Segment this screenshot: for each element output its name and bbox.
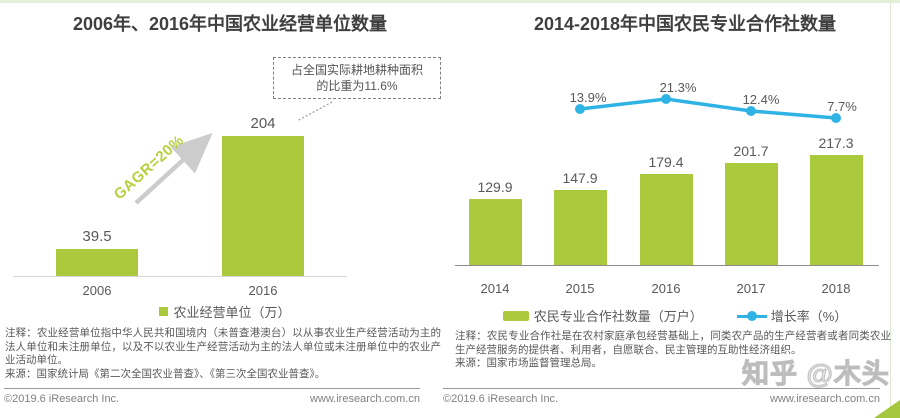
bar-value: 204	[250, 115, 276, 132]
top-border-accent	[0, 0, 900, 3]
right-note: 注释：农民专业合作社是在农村家庭承包经营基础上，同类农产品的生产经营者或者同类农…	[455, 330, 891, 371]
line-legend-dot	[746, 310, 757, 321]
right-footer: ©2019.6 iResearch Inc. www.iresearch.com…	[443, 393, 880, 405]
left-legend-label: 农业经营单位（万）	[173, 305, 291, 320]
x-tick-label: 2014	[480, 281, 510, 296]
bar-2016	[222, 136, 304, 276]
right-copyright: ©2019.6 iResearch Inc.	[443, 393, 559, 405]
bar-2015	[553, 190, 607, 265]
bar-legend-swatch	[502, 310, 529, 321]
bar-2017	[724, 163, 778, 265]
callout-line2: 的比重为11.6%	[316, 79, 398, 93]
x-tick-label: 2016	[651, 281, 681, 296]
right-site-url: www.iresearch.com.cn	[769, 393, 880, 405]
left-copyright: ©2019.6 iResearch Inc.	[4, 393, 120, 405]
callout-line1: 占全国实际耕地耕种面积	[290, 63, 423, 77]
growth-value: 13.9%	[569, 90, 607, 105]
right-legend-bar-label: 农民专业合作社数量（万户）	[533, 309, 703, 324]
left-footer-divider	[4, 388, 420, 389]
left-source-text: 来源：国家统计局《第二次全国农业普查》、《第三次全国农业普查》。	[5, 367, 326, 380]
bar-value: 39.5	[82, 228, 112, 245]
left-site-url: www.iresearch.com.cn	[309, 393, 420, 405]
corner-triangle	[874, 400, 900, 418]
line-legend-marker	[736, 310, 767, 321]
right-footer-divider	[443, 388, 880, 389]
left-bar-chart: 39.5 2006 204 2016	[13, 115, 347, 298]
bar-value: 217.3	[818, 135, 854, 151]
right-chart-panel: 2014-2018年中国农民专业合作社数量 129.9 2014 147.9 2015…	[443, 0, 900, 418]
x-axis	[13, 276, 347, 277]
left-chart-title: 2006年、2016年中国农业经营单位数量	[72, 14, 388, 34]
x-tick-label: 2015	[565, 281, 595, 296]
left-note-text: 注释：农业经营单位指中华人民共和国境内（未普查港澳台）以从事农业生产经营活动为主…	[5, 327, 441, 366]
growth-value: 12.4%	[742, 92, 780, 107]
left-note: 注释：农业经营单位指中华人民共和国境内（未普查港澳台）以从事农业生产经营活动为主…	[5, 327, 441, 381]
bar-value: 179.4	[648, 154, 684, 170]
right-legend-line-label: 增长率（%）	[770, 309, 848, 324]
right-note-text: 注释：农民专业合作社是在农村家庭承包经营基础上，同类农产品的生产经营者或者同类农…	[455, 330, 891, 356]
bar-value: 201.7	[733, 143, 769, 159]
growth-value: 7.7%	[827, 99, 857, 114]
x-tick-label: 2017	[736, 281, 766, 296]
right-border-accent	[890, 3, 891, 412]
x-axis	[455, 265, 879, 266]
x-tick-label: 2016	[248, 283, 278, 298]
bar-2018	[809, 155, 863, 265]
left-legend: 农业经营单位（万）	[0, 302, 450, 321]
zhihu-watermark: 知乎 @木头	[741, 358, 890, 389]
bar-2016	[639, 174, 693, 265]
right-chart-title: 2014-2018年中国农民专业合作社数量	[533, 14, 837, 34]
left-chart-panel: 2006年、2016年中国农业经营单位数量 占全国实际耕地耕种面积 的比重为11…	[0, 14, 450, 405]
bar-value: 147.9	[562, 170, 598, 186]
x-tick-label: 2006	[82, 283, 112, 298]
callout-box: 占全国实际耕地耕种面积 的比重为11.6%	[273, 57, 441, 99]
x-tick-label: 2018	[821, 281, 851, 296]
right-source-text: 来源：国家市场监督管理总局。	[455, 357, 602, 369]
left-footer: ©2019.6 iResearch Inc. www.iresearch.com…	[4, 393, 420, 405]
bar-2006	[56, 249, 138, 276]
growth-value: 21.3%	[659, 80, 697, 95]
right-legend: 农民专业合作社数量（万户） 增长率（%）	[450, 306, 900, 325]
bar-legend-swatch	[159, 307, 169, 316]
bar-2014	[468, 199, 522, 265]
right-bar-chart: 129.9 2014 147.9 2015 179.4 2016 201.7 2017 217.…	[450, 0, 900, 418]
bar-value: 129.9	[477, 179, 513, 195]
